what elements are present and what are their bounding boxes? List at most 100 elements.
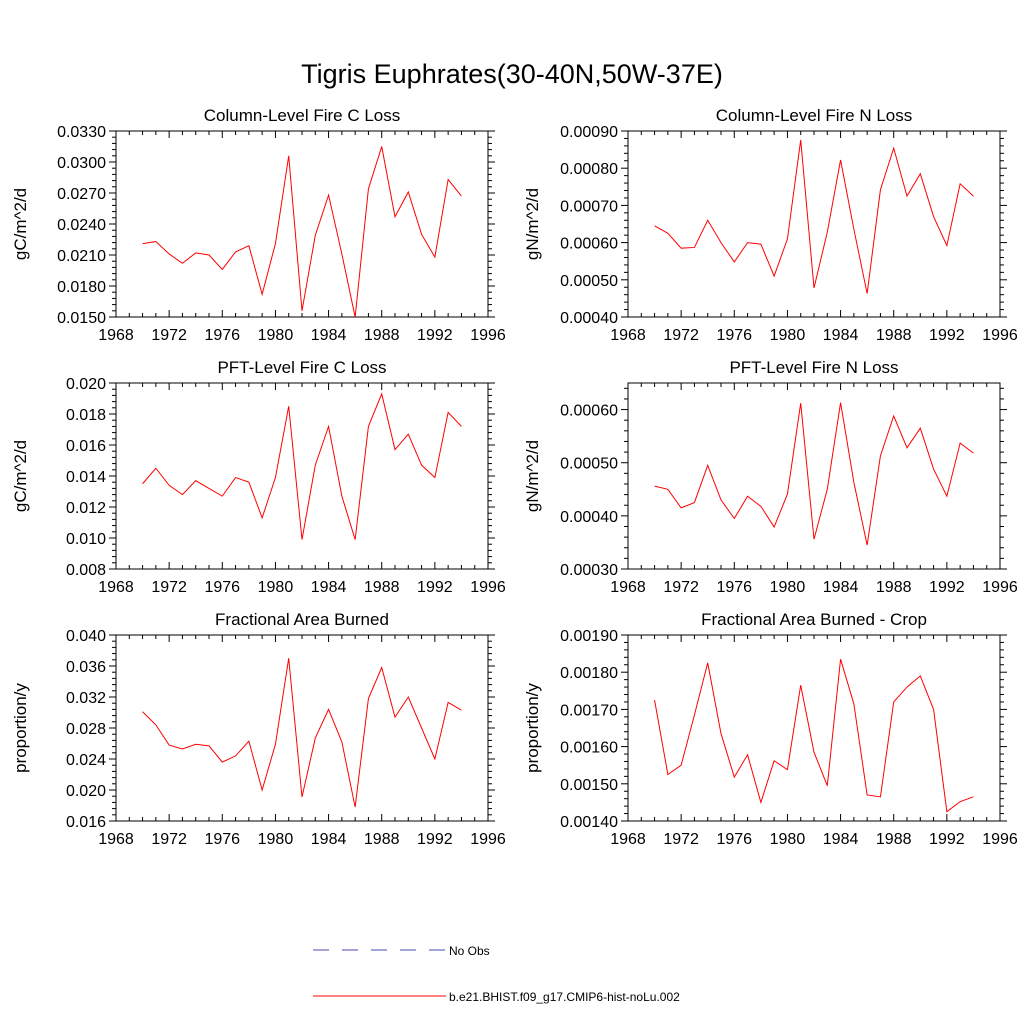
x-tick-label: 1988 [364, 831, 400, 848]
series-line [654, 139, 974, 294]
x-tick-label: 1984 [823, 327, 859, 344]
panel-title: Column-Level Fire N Loss [716, 106, 913, 125]
x-tick-label: 1984 [823, 579, 859, 596]
x-tick-label: 1980 [770, 327, 806, 344]
x-tick-label: 1976 [204, 831, 240, 848]
y-tick-label: 0.016 [66, 438, 106, 455]
series-line [142, 146, 462, 318]
y-tick-label: 0.00050 [560, 273, 618, 290]
y-tick-label: 0.040 [66, 628, 106, 645]
y-tick-label: 0.020 [66, 783, 106, 800]
plot-frame [115, 382, 489, 570]
y-tick-label: 0.00050 [560, 456, 618, 473]
y-tick-label: 0.018 [66, 407, 106, 424]
panel-title: Fractional Area Burned [215, 610, 389, 629]
y-tick-label: 0.0150 [57, 310, 106, 327]
y-tick-label: 0.024 [66, 752, 106, 769]
x-tick-label: 1968 [98, 327, 134, 344]
x-tick-label: 1976 [716, 579, 752, 596]
x-tick-label: 1984 [823, 831, 859, 848]
chart-legend: No Obs b.e21.BHIST.f09_g17.CMIP6-hist-noL… [313, 944, 680, 1004]
x-tick-label: 1980 [770, 579, 806, 596]
x-tick-label: 1992 [929, 579, 965, 596]
x-tick-label: 1992 [417, 579, 453, 596]
y-axis-label: gN/m^2/d [523, 440, 542, 512]
y-tick-label: 0.0210 [57, 248, 106, 265]
x-tick-label: 1988 [876, 831, 912, 848]
legend-label: No Obs [449, 944, 490, 958]
x-tick-label: 1996 [982, 579, 1018, 596]
x-tick-label: 1996 [470, 831, 506, 848]
panel-title: PFT-Level Fire C Loss [217, 358, 386, 377]
y-tick-label: 0.00060 [560, 403, 618, 420]
y-axis-label: proportion/y [523, 683, 542, 773]
y-tick-label: 0.036 [66, 659, 106, 676]
x-tick-label: 1976 [716, 327, 752, 344]
y-tick-label: 0.00040 [560, 509, 618, 526]
figure-title: Tigris Euphrates(30-40N,50W-37E) [301, 59, 723, 89]
series-line [654, 659, 974, 813]
series-line [142, 658, 462, 808]
y-tick-label: 0.00060 [560, 236, 618, 253]
y-tick-label: 0.00070 [560, 198, 618, 215]
y-tick-label: 0.00040 [560, 310, 618, 327]
y-tick-label: 0.0270 [57, 186, 106, 203]
series-line [654, 402, 974, 546]
x-tick-label: 1968 [610, 579, 646, 596]
x-tick-label: 1972 [151, 327, 187, 344]
chart-panel-2: 1968 1972 1976 1980 1984 1988 1992 1996 0.00040 0… [523, 106, 1018, 344]
x-tick-label: 1972 [663, 327, 699, 344]
x-tick-label: 1984 [311, 327, 347, 344]
x-tick-label: 1984 [311, 579, 347, 596]
x-tick-label: 1976 [204, 327, 240, 344]
y-tick-label: 0.0330 [57, 124, 106, 141]
x-tick-label: 1972 [151, 831, 187, 848]
x-tick-label: 1980 [258, 831, 294, 848]
x-tick-label: 1968 [610, 831, 646, 848]
legend-label: b.e21.BHIST.f09_g17.CMIP6-hist-noLu.002 [449, 990, 680, 1004]
x-tick-label: 1992 [929, 831, 965, 848]
x-tick-label: 1972 [663, 579, 699, 596]
panel-title: Column-Level Fire C Loss [204, 106, 401, 125]
y-axis-label: gC/m^2/d [11, 440, 30, 512]
y-tick-label: 0.00150 [560, 777, 618, 794]
y-tick-label: 0.0180 [57, 279, 106, 296]
x-tick-label: 1972 [663, 831, 699, 848]
y-tick-label: 0.016 [66, 814, 106, 831]
y-tick-label: 0.028 [66, 721, 106, 738]
plot-frame [627, 382, 1001, 570]
plot-frame [115, 130, 489, 318]
y-tick-label: 0.010 [66, 531, 106, 548]
x-tick-label: 1988 [876, 579, 912, 596]
y-tick-label: 0.014 [66, 469, 106, 486]
x-tick-label: 1996 [982, 831, 1018, 848]
y-tick-label: 0.00140 [560, 814, 618, 831]
x-tick-label: 1992 [417, 327, 453, 344]
y-tick-label: 0.00160 [560, 740, 618, 757]
x-tick-label: 1996 [470, 579, 506, 596]
y-axis-label: gC/m^2/d [11, 188, 30, 260]
x-tick-label: 1968 [98, 579, 134, 596]
y-tick-label: 0.00180 [560, 665, 618, 682]
y-tick-label: 0.00080 [560, 161, 618, 178]
x-tick-label: 1992 [929, 327, 965, 344]
x-tick-label: 1980 [258, 579, 294, 596]
series-line [142, 392, 462, 540]
y-axis-label: proportion/y [11, 683, 30, 773]
chart-panel-5: 1968 1972 1976 1980 1984 1988 1992 1996 0.016 0.0… [11, 610, 506, 848]
y-tick-label: 0.020 [66, 376, 106, 393]
x-tick-label: 1972 [151, 579, 187, 596]
x-tick-label: 1980 [770, 831, 806, 848]
x-tick-label: 1996 [470, 327, 506, 344]
x-tick-label: 1968 [610, 327, 646, 344]
y-tick-label: 0.00030 [560, 562, 618, 579]
y-tick-label: 0.00090 [560, 124, 618, 141]
plot-frame [627, 130, 1001, 318]
chart-panel-1: 1968 1972 1976 1980 1984 1988 1992 1996 0.0150 0.… [11, 106, 506, 344]
x-tick-label: 1984 [311, 831, 347, 848]
chart-panel-3: 1968 1972 1976 1980 1984 1988 1992 1996 0.008 0.0… [11, 358, 506, 596]
chart-panel-4: 1968 1972 1976 1980 1984 1988 1992 1996 0.00030 0… [523, 358, 1018, 596]
panel-title: Fractional Area Burned - Crop [701, 610, 927, 629]
y-tick-label: 0.012 [66, 500, 106, 517]
x-tick-label: 1988 [364, 327, 400, 344]
